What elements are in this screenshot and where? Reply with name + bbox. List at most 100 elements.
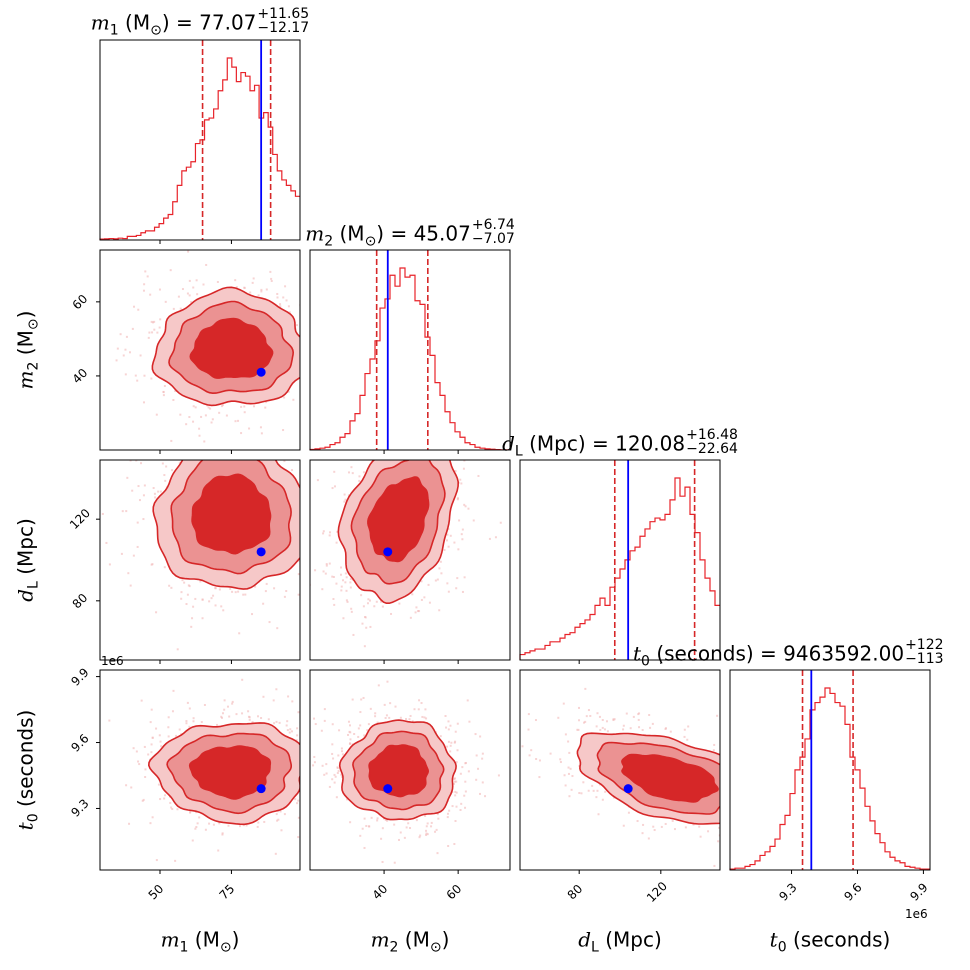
sample-point bbox=[454, 794, 457, 797]
sample-point bbox=[290, 730, 293, 733]
sample-point bbox=[447, 590, 450, 593]
sample-point bbox=[415, 819, 418, 822]
sample-point bbox=[736, 779, 738, 781]
sample-point bbox=[257, 294, 260, 297]
sample-point bbox=[204, 414, 207, 417]
sample-point bbox=[564, 784, 567, 787]
sample-point bbox=[463, 576, 466, 579]
sample-point bbox=[243, 444, 245, 446]
sample-point bbox=[402, 413, 404, 415]
sample-point bbox=[443, 549, 446, 552]
sample-point bbox=[418, 610, 421, 613]
sample-point bbox=[318, 805, 320, 807]
sample-point bbox=[345, 576, 348, 579]
sample-point bbox=[215, 723, 218, 726]
sample-point bbox=[246, 441, 248, 443]
sample-point bbox=[328, 510, 330, 512]
sample-point bbox=[412, 388, 414, 390]
sample-point bbox=[449, 724, 452, 727]
contour-level-3 bbox=[367, 476, 430, 563]
sample-point bbox=[449, 534, 452, 537]
sample-point bbox=[343, 493, 346, 496]
sample-point bbox=[447, 728, 450, 731]
sample-point bbox=[424, 708, 427, 711]
sample-point bbox=[324, 572, 327, 575]
sample-point bbox=[209, 436, 211, 438]
sample-point bbox=[303, 499, 305, 501]
sample-point bbox=[468, 720, 471, 723]
sample-point bbox=[199, 407, 201, 409]
sample-point bbox=[684, 826, 687, 829]
sample-point bbox=[567, 772, 570, 775]
sample-point bbox=[337, 754, 340, 757]
panel-frame bbox=[309, 669, 511, 871]
sample-point bbox=[105, 470, 107, 472]
sample-point bbox=[439, 735, 442, 738]
sample-point bbox=[258, 428, 260, 430]
xlabel-m2: m2 (M⊙) bbox=[370, 927, 450, 956]
sample-point bbox=[669, 730, 672, 733]
sample-point bbox=[369, 625, 372, 628]
sample-point bbox=[181, 579, 184, 582]
sample-point bbox=[339, 573, 342, 576]
sample-point bbox=[248, 427, 251, 430]
sample-point bbox=[722, 765, 724, 767]
sample-point bbox=[192, 717, 195, 720]
sample-point bbox=[206, 234, 208, 236]
sample-point bbox=[200, 415, 203, 418]
histogram-step bbox=[519, 477, 720, 660]
sample-point bbox=[521, 745, 524, 748]
sample-point bbox=[437, 817, 440, 820]
sample-point bbox=[578, 719, 581, 722]
sample-point bbox=[312, 552, 314, 554]
sample-point bbox=[190, 625, 193, 628]
sample-point bbox=[313, 717, 316, 720]
sample-point bbox=[368, 877, 370, 879]
sample-point bbox=[302, 499, 304, 501]
sample-point bbox=[192, 405, 195, 408]
sample-point bbox=[452, 701, 454, 703]
sample-point bbox=[257, 715, 260, 718]
sample-point bbox=[325, 763, 328, 766]
sample-point bbox=[155, 859, 158, 862]
sample-point bbox=[462, 467, 465, 470]
sample-point bbox=[361, 622, 364, 625]
sample-point bbox=[333, 781, 336, 784]
sample-point bbox=[726, 849, 728, 851]
sample-point bbox=[771, 746, 773, 748]
sample-point bbox=[333, 773, 336, 776]
sample-point bbox=[740, 791, 742, 793]
sample-point bbox=[335, 378, 337, 380]
sample-point bbox=[649, 726, 652, 729]
sample-point bbox=[530, 749, 533, 752]
sample-point bbox=[683, 735, 686, 738]
sample-point bbox=[741, 783, 743, 785]
sample-point bbox=[196, 822, 199, 825]
sample-point bbox=[497, 774, 500, 777]
sample-point bbox=[307, 388, 309, 390]
sample-point bbox=[451, 805, 454, 808]
sample-point bbox=[328, 785, 331, 788]
sample-point bbox=[407, 822, 410, 825]
sample-point bbox=[793, 821, 795, 823]
sample-point bbox=[641, 832, 644, 835]
sample-point bbox=[121, 510, 124, 513]
sample-point bbox=[428, 456, 430, 458]
sample-point bbox=[738, 832, 740, 834]
sample-point bbox=[194, 811, 197, 814]
sample-point bbox=[249, 291, 252, 294]
sample-point bbox=[722, 757, 724, 759]
panel-frame bbox=[99, 459, 301, 661]
sample-point bbox=[416, 610, 419, 613]
sample-point bbox=[349, 577, 352, 580]
sample-point bbox=[177, 447, 179, 449]
sample-point bbox=[460, 426, 462, 428]
sample-point bbox=[125, 784, 128, 787]
sample-point bbox=[486, 427, 488, 429]
sample-point bbox=[763, 815, 765, 817]
histogram-step bbox=[729, 687, 930, 870]
sample-point bbox=[127, 572, 130, 575]
sample-point bbox=[381, 860, 384, 863]
sample-point bbox=[176, 400, 178, 402]
sample-point bbox=[243, 242, 245, 244]
